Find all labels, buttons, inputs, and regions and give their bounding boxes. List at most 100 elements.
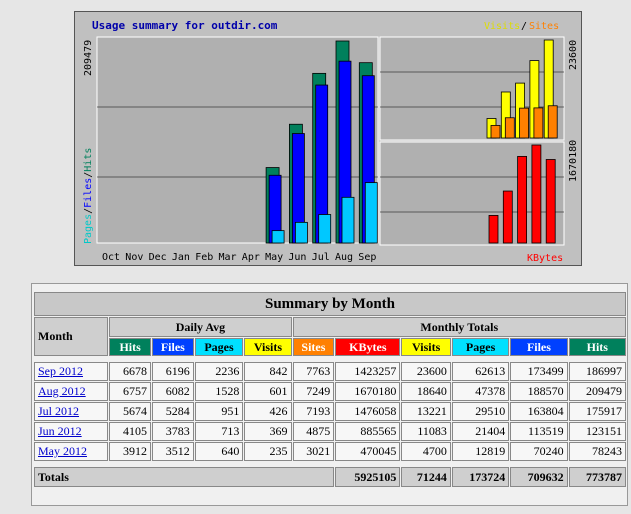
cell-monthly-kbytes: 1476058 bbox=[335, 402, 401, 421]
x-label-aug: Aug bbox=[335, 252, 353, 263]
legend-sites: Sites bbox=[529, 21, 559, 32]
x-axis-labels: Oct Nov Dec Jan Feb Mar Apr May Jun Jul Aug Sep bbox=[102, 252, 376, 263]
cell-monthly-hits: 175917 bbox=[568, 402, 626, 421]
cell-daily-pages: 640 bbox=[194, 442, 244, 461]
cell-monthly-files: 173499 bbox=[510, 362, 568, 381]
cell-monthly-sites: 7193 bbox=[292, 402, 335, 421]
x-label-dec: Dec bbox=[149, 252, 167, 263]
graph-title: Usage summary for outdir.com bbox=[92, 19, 278, 32]
left-axis-label: Pages/Files/Hits bbox=[83, 148, 94, 244]
x-label-jun: Jun bbox=[288, 252, 306, 263]
table-row: Sep 2012 6678 6196 2236 842 7763 1423257… bbox=[34, 362, 626, 381]
cell-monthly-files: 188570 bbox=[510, 382, 568, 401]
cell-monthly-pages: 21404 bbox=[451, 422, 510, 441]
daily-avg-header: Daily Avg bbox=[109, 317, 292, 337]
cell-monthly-sites: 7763 bbox=[292, 362, 335, 381]
month-link[interactable]: Aug 2012 bbox=[38, 384, 86, 398]
cell-daily-files: 3783 bbox=[151, 422, 194, 441]
col-monthly-pages: Pages bbox=[451, 338, 510, 356]
bar-pages-jul bbox=[318, 214, 332, 244]
cell-monthly-files: 70240 bbox=[510, 442, 568, 461]
cell-monthly-visits: 4700 bbox=[401, 442, 451, 461]
cell-monthly-sites: 3021 bbox=[292, 442, 335, 461]
usage-graph-svg: Usage summary for outdir.com Visits / Si… bbox=[83, 19, 579, 264]
total-hits: 773787 bbox=[568, 467, 626, 487]
x-label-jan: Jan bbox=[172, 252, 190, 263]
bar-kbytes-may bbox=[488, 215, 499, 244]
cell-monthly-kbytes: 885565 bbox=[335, 422, 401, 441]
cell-monthly-kbytes: 1423257 bbox=[335, 362, 401, 381]
cell-monthly-visits: 11083 bbox=[401, 422, 451, 441]
cell-daily-hits: 3912 bbox=[109, 442, 151, 461]
cell-daily-visits: 842 bbox=[244, 362, 292, 381]
summary-panel: Summary by Month Month Daily Avg Monthly… bbox=[31, 283, 628, 506]
bar-sites-sep bbox=[547, 105, 558, 139]
col-monthly-sites: Sites bbox=[292, 338, 335, 356]
cell-monthly-hits: 186997 bbox=[568, 362, 626, 381]
summary-table: Summary by Month Month Daily Avg Monthly… bbox=[33, 291, 627, 488]
right-bottom-scale-label: 1670180 bbox=[568, 140, 579, 182]
bar-kbytes-jul bbox=[517, 155, 528, 244]
bar-kbytes-sep bbox=[545, 159, 556, 244]
col-daily-hits: Hits bbox=[109, 338, 151, 356]
col-monthly-kbytes: KBytes bbox=[335, 338, 401, 356]
table-title: Summary by Month bbox=[34, 292, 626, 316]
cell-daily-pages: 951 bbox=[194, 402, 244, 421]
cell-monthly-kbytes: 470045 bbox=[335, 442, 401, 461]
total-kbytes: 5925105 bbox=[335, 467, 401, 487]
cell-daily-files: 3512 bbox=[151, 442, 194, 461]
top-right-legend: Visits / Sites bbox=[484, 21, 559, 32]
col-monthly-files: Files bbox=[510, 338, 568, 356]
cell-monthly-hits: 78243 bbox=[568, 442, 626, 461]
cell-monthly-pages: 62613 bbox=[451, 362, 510, 381]
legend-visits: Visits bbox=[484, 21, 520, 32]
cell-monthly-pages: 47378 bbox=[451, 382, 510, 401]
cell-monthly-visits: 18640 bbox=[401, 382, 451, 401]
x-label-jul: Jul bbox=[312, 252, 330, 263]
x-label-nov: Nov bbox=[125, 252, 143, 263]
total-visits: 71244 bbox=[401, 467, 451, 487]
right-top-scale-label: 23600 bbox=[568, 40, 579, 70]
cell-daily-files: 6196 bbox=[151, 362, 194, 381]
cell-daily-pages: 1528 bbox=[194, 382, 244, 401]
table-row: May 2012 3912 3512 640 235 3021 470045 4… bbox=[34, 442, 626, 461]
bars bbox=[265, 39, 558, 244]
legend-separator: / bbox=[521, 21, 527, 32]
cell-monthly-sites: 7249 bbox=[292, 382, 335, 401]
cell-daily-hits: 6757 bbox=[109, 382, 151, 401]
cell-monthly-kbytes: 1670180 bbox=[335, 382, 401, 401]
cell-monthly-hits: 123151 bbox=[568, 422, 626, 441]
bar-sites-aug bbox=[533, 107, 544, 139]
total-files: 709632 bbox=[510, 467, 568, 487]
cell-monthly-hits: 209479 bbox=[568, 382, 626, 401]
col-monthly-visits: Visits bbox=[401, 338, 451, 356]
bar-pages-aug bbox=[341, 196, 355, 244]
kbytes-label: KBytes bbox=[527, 253, 563, 264]
bar-pages-jun bbox=[294, 221, 308, 244]
cell-daily-files: 5284 bbox=[151, 402, 194, 421]
x-label-may: May bbox=[265, 252, 283, 263]
left-panel bbox=[96, 36, 379, 244]
cell-monthly-visits: 13221 bbox=[401, 402, 451, 421]
col-daily-files: Files bbox=[151, 338, 194, 356]
cell-daily-visits: 369 bbox=[244, 422, 292, 441]
x-label-mar: Mar bbox=[219, 252, 237, 263]
cell-daily-visits: 235 bbox=[244, 442, 292, 461]
month-link[interactable]: May 2012 bbox=[38, 444, 87, 458]
cell-daily-visits: 601 bbox=[244, 382, 292, 401]
table-row: Jun 2012 4105 3783 713 369 4875 885565 1… bbox=[34, 422, 626, 441]
cell-monthly-pages: 12819 bbox=[451, 442, 510, 461]
month-link[interactable]: Sep 2012 bbox=[38, 364, 83, 378]
month-link[interactable]: Jul 2012 bbox=[38, 404, 80, 418]
month-header: Month bbox=[34, 317, 109, 356]
total-pages: 173724 bbox=[451, 467, 510, 487]
bar-kbytes-aug bbox=[531, 144, 542, 244]
left-scale-label: 209479 bbox=[83, 40, 94, 76]
col-monthly-hits: Hits bbox=[568, 338, 626, 356]
table-row: Aug 2012 6757 6082 1528 601 7249 1670180… bbox=[34, 382, 626, 401]
bar-kbytes-jun bbox=[502, 190, 513, 244]
monthly-totals-header: Monthly Totals bbox=[292, 317, 626, 337]
totals-label: Totals bbox=[34, 467, 335, 487]
month-link[interactable]: Jun 2012 bbox=[38, 424, 82, 438]
cell-monthly-pages: 29510 bbox=[451, 402, 510, 421]
